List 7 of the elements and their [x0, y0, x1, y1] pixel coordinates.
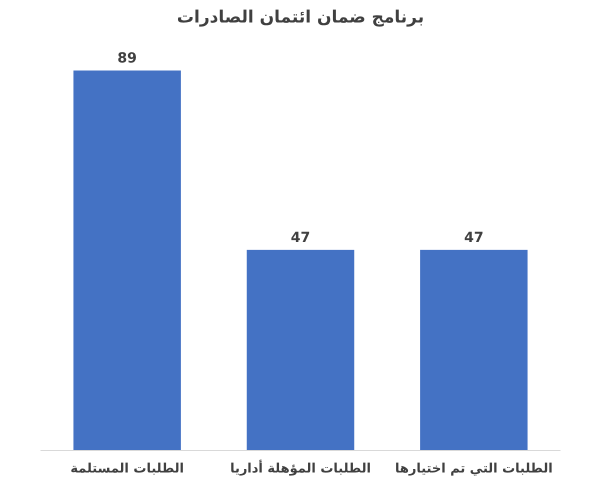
x-tick-label: الطلبات التي تم اختيارها [394, 462, 553, 476]
chart-title: برنامج ضمان ائتمان الصادرات [176, 8, 424, 28]
data-label: 47 [464, 230, 484, 246]
x-tick-label: الطلبات المؤهلة أداريا [230, 460, 371, 476]
data-label: 47 [290, 230, 310, 246]
data-label: 89 [117, 50, 137, 66]
x-tick-label: الطلبات المستلمة [70, 462, 184, 476]
